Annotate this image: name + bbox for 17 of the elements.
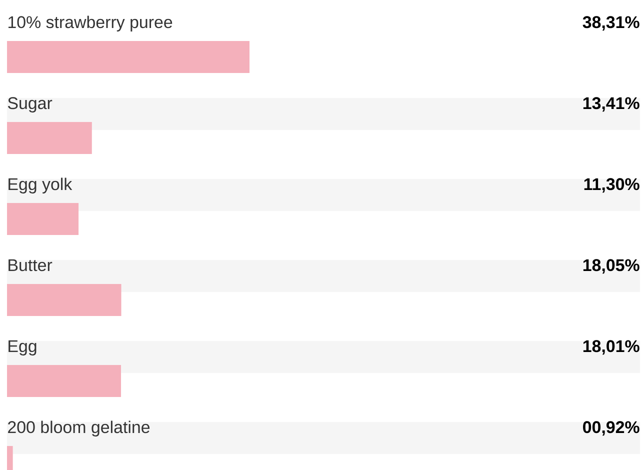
y-tick-label: Butter [8,259,52,272]
data-label: 38,31% [582,16,640,31]
bar [7,284,122,316]
data-label: 18,01% [583,340,640,355]
y-tick-label: Egg yolk [8,178,72,194]
data-label: 18,05% [583,259,640,274]
data-label: 13,41% [583,97,640,112]
y-tick-label: Egg [8,340,36,356]
y-tick-label: 10% strawberry puree [8,16,172,32]
y-tick-label: 200 bloom gelatine [8,420,150,437]
bar [7,202,79,235]
y-tick-label: Sugar [8,97,52,113]
data-label: 00,92% [583,421,640,436]
bar [7,364,122,397]
data-label: 11,30% [584,178,640,193]
bar [7,40,250,73]
bar [7,122,92,154]
